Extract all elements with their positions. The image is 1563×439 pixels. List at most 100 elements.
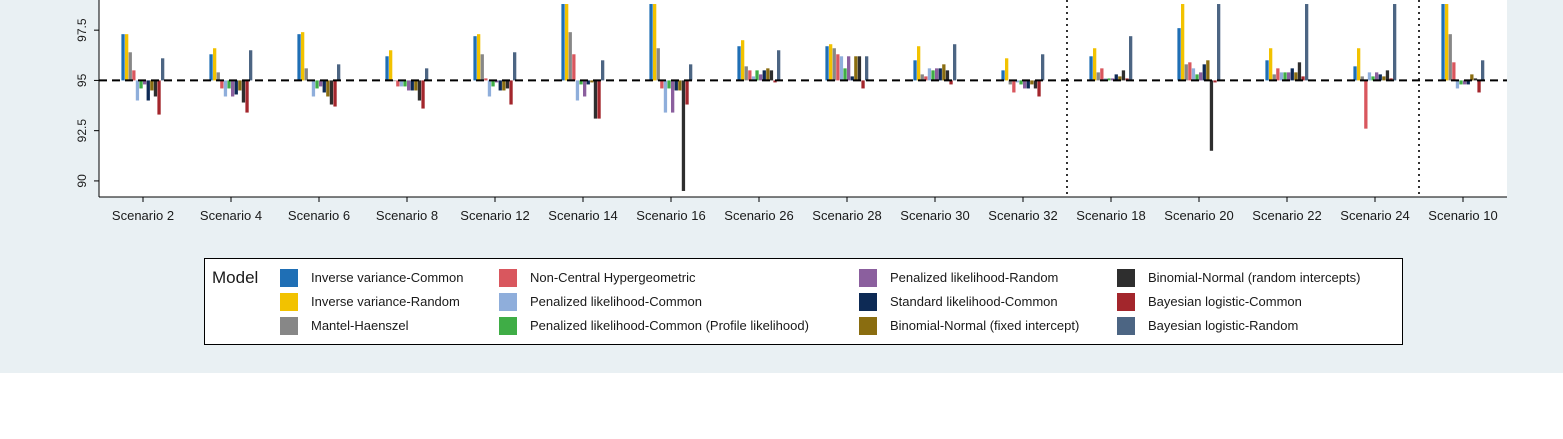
bar-scenario-18-series-5 <box>1103 78 1108 81</box>
bar-scenario-22-series-6 <box>1283 72 1287 81</box>
bar-scenario-24-series-9 <box>1382 76 1386 81</box>
bar-scenario-22-series-1 <box>1265 60 1269 81</box>
bar-scenario-10-series-11 <box>1477 80 1481 93</box>
bar-scenario-30-series-8 <box>938 68 942 81</box>
bar-scenario-2-series-1 <box>121 34 125 81</box>
bar-scenario-8-series-8 <box>410 80 414 91</box>
bar-scenario-22-series-5 <box>1279 72 1284 81</box>
bar-scenario-32-series-10 <box>1033 80 1038 89</box>
legend: Model Inverse variance-Common Inverse var… <box>204 258 1403 345</box>
bar-scenario-26-series-8 <box>762 70 766 81</box>
bar-scenario-8-series-2 <box>389 50 393 81</box>
bar-scenario-6-series-6 <box>315 80 319 89</box>
bar-scenario-22-series-4 <box>1276 68 1280 81</box>
legend-label: Standard likelihood-Common <box>890 294 1058 309</box>
legend-swatch <box>280 293 298 311</box>
x-tick-label: Scenario 12 <box>460 208 529 223</box>
legend-swatch <box>859 293 877 311</box>
x-tick-label: Scenario 22 <box>1252 208 1321 223</box>
bar-scenario-16-series-2 <box>653 4 657 81</box>
legend-swatch <box>859 269 877 287</box>
bar-scenario-12-series-3 <box>480 54 484 81</box>
bar-scenario-6-series-5 <box>311 80 316 97</box>
bar-scenario-6-series-3 <box>304 68 308 81</box>
bar-scenario-2-series-11 <box>157 80 161 115</box>
x-tick-label: Scenario 4 <box>200 208 262 223</box>
bar-scenario-20-series-9 <box>1206 60 1210 81</box>
bar-scenario-26-series-1 <box>737 46 741 81</box>
bar-scenario-14-series-7 <box>583 80 587 97</box>
legend-label: Bayesian logistic-Random <box>1148 318 1299 333</box>
bar-scenario-12-series-10 <box>505 80 510 89</box>
legend-label: Penalized likelihood-Common <box>530 294 702 309</box>
bar-scenario-2-series-12 <box>161 58 165 81</box>
bar-scenario-2-series-2 <box>125 34 129 81</box>
bar-scenario-30-series-10 <box>945 70 950 81</box>
x-tick-label: Scenario 8 <box>376 208 438 223</box>
bar-scenario-18-series-3 <box>1096 72 1100 81</box>
bar-scenario-24-series-7 <box>1375 72 1379 81</box>
legend-label: Non-Central Hypergeometric <box>530 270 696 285</box>
bar-scenario-4-series-2 <box>213 48 217 81</box>
bar-scenario-14-series-11 <box>597 80 601 119</box>
bar-scenario-20-series-10 <box>1209 80 1214 151</box>
bar-scenario-4-series-8 <box>234 80 238 95</box>
bar-scenario-16-series-8 <box>674 80 678 91</box>
legend-label: Penalized likelihood-Common (Profile lik… <box>530 318 809 333</box>
bar-scenario-8-series-11 <box>421 80 425 109</box>
bar-scenario-10-series-2 <box>1445 4 1449 81</box>
bar-scenario-26-series-11 <box>773 80 777 83</box>
bar-scenario-24-series-6 <box>1371 76 1375 81</box>
bar-scenario-26-series-12 <box>777 50 781 81</box>
bar-scenario-10-series-12 <box>1481 60 1485 81</box>
legend-label: Inverse variance-Common <box>311 270 464 285</box>
bar-scenario-24-series-4 <box>1364 80 1368 129</box>
bar-scenario-16-series-5 <box>663 80 668 113</box>
bar-scenario-2-series-8 <box>146 80 150 101</box>
bar-scenario-8-series-12 <box>425 68 429 81</box>
legend-label: Inverse variance-Random <box>311 294 460 309</box>
bar-scenario-8-series-6 <box>403 80 407 87</box>
bar-scenario-2-series-3 <box>128 52 132 81</box>
bar-scenario-24-series-3 <box>1360 76 1364 81</box>
bar-scenario-26-series-10 <box>769 70 774 81</box>
bar-scenario-2-series-4 <box>132 70 136 81</box>
legend-swatch <box>499 293 517 311</box>
x-tick-label: Scenario 14 <box>548 208 617 223</box>
x-tick-label: Scenario 24 <box>1340 208 1409 223</box>
bar-scenario-32-series-8 <box>1026 80 1030 89</box>
bar-scenario-10-series-5 <box>1455 80 1460 89</box>
bar-scenario-4-series-9 <box>238 80 242 91</box>
bar-scenario-10-series-7 <box>1463 80 1467 85</box>
bar-scenario-12-series-12 <box>513 52 517 81</box>
bar-scenario-30-series-6 <box>931 70 935 81</box>
bar-scenario-28-series-4 <box>836 54 840 81</box>
bar-scenario-4-series-1 <box>209 54 213 81</box>
bar-scenario-24-series-10 <box>1385 70 1390 81</box>
bar-scenario-14-series-10 <box>593 80 598 119</box>
bar-scenario-24-series-8 <box>1378 74 1382 81</box>
bar-scenario-18-series-7 <box>1111 78 1115 81</box>
bar-scenario-28-series-1 <box>825 46 829 81</box>
bar-scenario-12-series-5 <box>487 80 492 97</box>
bar-scenario-14-series-9 <box>590 80 594 83</box>
bar-scenario-32-series-1 <box>1001 70 1005 81</box>
bar-scenario-22-series-3 <box>1272 74 1276 81</box>
bar-scenario-24-series-2 <box>1357 48 1361 81</box>
bar-scenario-12-series-4 <box>484 78 488 81</box>
x-axis: Scenario 2 Scenario 4 Scenario 6 Scenario 8… <box>112 197 1498 223</box>
bar-scenario-4-series-7 <box>231 80 235 97</box>
bar-scenario-32-series-7 <box>1023 80 1027 89</box>
legend-swatch <box>280 317 298 335</box>
bar-scenario-32-series-12 <box>1041 54 1045 81</box>
bar-scenario-30-series-4 <box>924 76 928 81</box>
bar-scenario-10-series-6 <box>1459 80 1463 85</box>
legend-swatch <box>1117 317 1135 335</box>
legend-label: Binomial-Normal (fixed intercept) <box>890 318 1080 333</box>
legend-swatch <box>280 269 298 287</box>
bar-scenario-28-series-7 <box>847 56 851 81</box>
bar-scenario-4-series-6 <box>227 80 231 89</box>
bar-scenario-18-series-1 <box>1089 56 1093 81</box>
bar-scenario-10-series-1 <box>1441 4 1445 81</box>
legend-label: Penalized likelihood-Random <box>890 270 1059 285</box>
